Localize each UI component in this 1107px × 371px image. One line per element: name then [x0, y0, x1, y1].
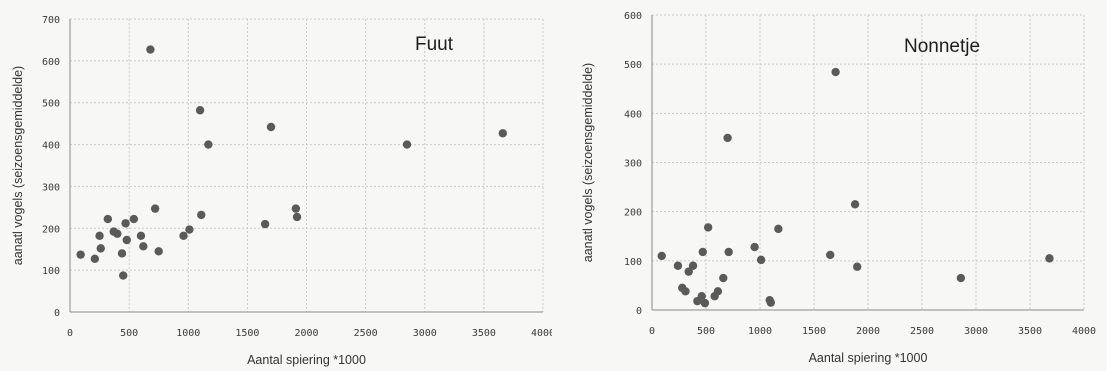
- chart-title: Fuut: [415, 34, 454, 55]
- data-point: [136, 231, 146, 241]
- data-point: [698, 247, 707, 257]
- data-point: [150, 204, 160, 213]
- y-tick-label: 600: [624, 11, 642, 22]
- data-point: [724, 247, 733, 257]
- data-point: [756, 255, 766, 265]
- x-tick-label: 4000: [531, 328, 552, 339]
- data-point: [117, 249, 127, 258]
- x-tick-label: 4000: [1072, 326, 1096, 337]
- data-point: [853, 262, 862, 271]
- data-point: [95, 231, 104, 241]
- data-point: [90, 254, 100, 264]
- y-axis-label: aanatl vogels (seizoensgemiddelde): [11, 66, 25, 265]
- data-point: [826, 250, 835, 260]
- y-tick-label: 700: [42, 15, 60, 26]
- y-tick-label: 500: [624, 60, 642, 71]
- data-point: [103, 214, 113, 224]
- data-point: [688, 261, 698, 270]
- x-tick-label: 2000: [294, 328, 318, 339]
- data-point: [831, 67, 840, 77]
- x-tick-label: 1000: [748, 326, 772, 337]
- y-axis-label: aanatl vogels (seizoensgemiddelde): [581, 63, 595, 262]
- y-tick-label: 500: [42, 99, 60, 110]
- data-point: [1045, 254, 1054, 263]
- data-point: [185, 225, 194, 234]
- y-tick-label: 200: [624, 208, 642, 219]
- y-tick-label: 300: [624, 159, 642, 170]
- data-point: [179, 231, 188, 241]
- data-point: [292, 212, 302, 222]
- data-point: [956, 273, 966, 283]
- x-tick-label: 1000: [176, 328, 200, 339]
- data-point: [774, 224, 783, 234]
- y-tick-label: 0: [54, 308, 60, 319]
- data-point: [498, 129, 507, 138]
- x-axis-label: Aantal spiering *1000: [809, 351, 928, 365]
- data-point: [266, 122, 276, 132]
- data-point: [119, 271, 128, 280]
- data-point: [657, 251, 666, 261]
- data-point: [723, 133, 732, 143]
- data-point: [146, 45, 155, 54]
- data-point: [197, 210, 206, 220]
- y-tick-label: 600: [42, 57, 60, 68]
- data-point: [402, 140, 412, 149]
- chart-title: Nonnetje: [904, 36, 980, 57]
- x-tick-label: 500: [697, 326, 715, 337]
- data-point: [681, 287, 690, 296]
- data-point: [139, 242, 148, 251]
- x-tick-label: 3500: [472, 328, 496, 339]
- data-point: [697, 292, 706, 301]
- data-point: [204, 140, 213, 149]
- data-point: [750, 242, 759, 252]
- data-point: [260, 219, 270, 229]
- data-point: [850, 200, 860, 209]
- data-point: [113, 229, 122, 238]
- data-point: [96, 244, 105, 253]
- data-point: [703, 223, 713, 232]
- y-tick-label: 300: [42, 182, 60, 193]
- x-tick-label: 3000: [413, 328, 437, 339]
- data-point: [121, 219, 130, 228]
- x-tick-label: 500: [120, 328, 138, 339]
- data-point: [673, 261, 683, 270]
- data-point: [700, 298, 710, 308]
- data-point: [195, 106, 205, 115]
- y-tick-label: 400: [42, 141, 60, 152]
- data-point: [122, 235, 131, 245]
- x-tick-label: 2000: [856, 326, 880, 337]
- y-tick-label: 0: [636, 306, 642, 317]
- x-tick-label: 0: [67, 328, 73, 339]
- data-point: [684, 267, 693, 276]
- x-tick-label: 3000: [964, 326, 988, 337]
- y-tick-label: 200: [42, 224, 60, 235]
- x-tick-label: 0: [649, 326, 655, 337]
- x-tick-label: 3500: [1018, 326, 1042, 337]
- chart-fuut: 0 500 1000 1500 2000 2500 3000 3500 4000 0 100 200 3…: [11, 15, 552, 367]
- x-tick-label: 1500: [802, 326, 826, 337]
- chart-nonnetje: 0 500 1000 1500 2000 2500 3000 3500 4000 0 100 200 3…: [581, 11, 1096, 365]
- data-point: [719, 273, 728, 283]
- data-point: [713, 287, 723, 296]
- data-point: [129, 214, 139, 224]
- y-tick-label: 100: [42, 266, 60, 277]
- x-tick-label: 2500: [354, 328, 378, 339]
- x-tick-label: 1500: [235, 328, 259, 339]
- y-tick-label: 400: [624, 109, 642, 120]
- data-point: [76, 250, 85, 259]
- x-tick-label: 2500: [910, 326, 934, 337]
- data-point: [291, 204, 301, 213]
- x-axis-label: Aantal spiering *1000: [247, 353, 366, 367]
- data-point: [766, 298, 775, 307]
- y-tick-label: 100: [624, 257, 642, 268]
- data-point: [154, 247, 163, 256]
